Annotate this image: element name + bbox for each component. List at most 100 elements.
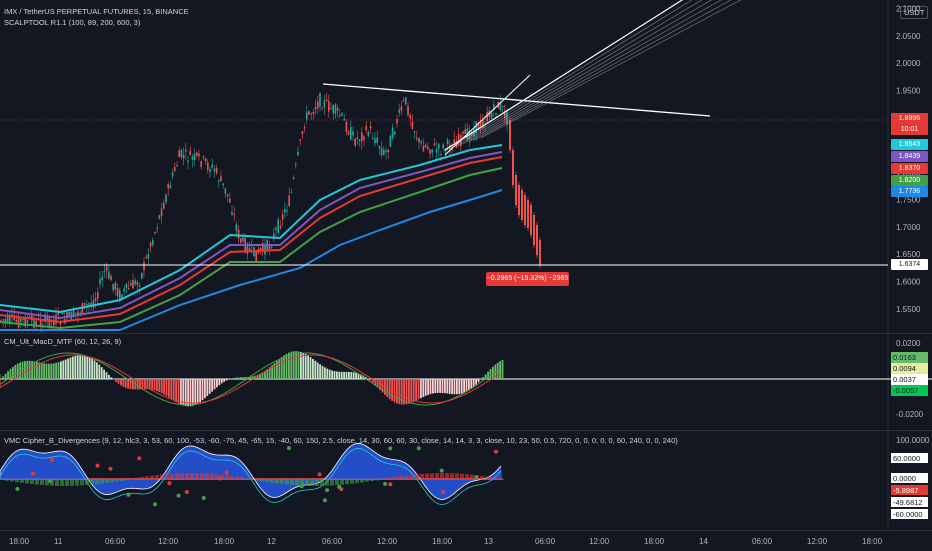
candle-body [240,239,242,243]
candle-body [145,257,147,258]
cipher-mf-bar [340,479,344,485]
macd-histogram-bar [132,379,134,389]
candle-body [154,232,156,233]
macd-histogram-bar [240,377,242,379]
macd-histogram-bar [290,352,292,379]
cipher-dot [137,456,141,460]
price-badge: 1.8370 [891,163,928,174]
macd-histogram-bar [89,357,91,379]
cipher-badge-text: 60.0000 [893,454,920,463]
candle-body [491,113,493,119]
candle-body [295,164,297,165]
macd-histogram-bar [355,373,357,379]
macd-pane[interactable]: 0.02000.0000-0.02000.01630.00940.0037-0.… [0,333,932,429]
macd-histogram-bar [166,379,168,396]
cipher-dot [383,482,387,486]
macd-histogram-bar [53,363,55,379]
cipher-mf-bar [35,479,39,485]
candle-body [365,126,367,130]
cipher-dot [474,475,478,479]
candle-body [299,140,301,141]
macd-histogram-bar [238,377,240,379]
macd-histogram-bar [288,353,290,379]
time-axis-label: 18:00 [862,537,883,546]
cipher-mf-bar [325,479,329,486]
cipher-mf-bar [280,479,284,484]
cipher-mf-bar [490,477,494,480]
candle-body [390,136,392,147]
cipher-dot [287,446,291,450]
channel-line [469,0,730,142]
candle-body [405,97,407,104]
time-axis-label: 12:00 [589,537,610,546]
cipher-mf-bar [470,475,474,480]
price-badge: 1.8543 [891,139,928,150]
macd-histogram-bar [242,377,244,379]
candle-body [277,220,279,233]
cipher-mf-bar [385,478,389,480]
candle-body [332,105,334,113]
macd-histogram-bar [422,379,424,397]
candle-body [321,108,323,109]
cipher-dot [108,467,112,471]
macd-histogram-bar [204,379,206,398]
candle-body [509,120,511,150]
candle-body [376,138,378,143]
price-pane[interactable]: 2.10002.05002.00001.95001.90001.85001.80… [0,0,932,332]
macd-histogram-bar [120,379,122,385]
price-chart[interactable]: 2.10002.05002.00001.95001.90001.85001.80… [0,0,932,332]
cipher-dot [441,490,445,494]
macd-histogram-bar [233,378,235,379]
macd-badge: 0.0094 [891,363,928,374]
macd-histogram-bar [187,379,189,406]
cipher-dot [325,488,329,492]
candle-body [163,203,165,209]
macd-histogram-bar [350,372,352,379]
time-axis-label: 11 [54,537,63,546]
cipher-mf-bar [140,477,144,480]
cipher-mf-bar [20,479,24,483]
macd-histogram-bar [434,379,436,393]
macd-histogram-bar [2,376,4,379]
cipher-badge-text: -49.6812 [893,498,923,507]
candle-body [205,158,207,161]
candle-body [172,172,174,176]
cipher-mf-bar [450,473,454,480]
macd-histogram-bar [101,367,103,379]
cipher-mf-bar [425,473,429,480]
parallel-channel[interactable] [445,0,750,155]
macd-histogram-bar [454,379,456,394]
candle-body [330,108,332,109]
cipher-mf-bar [55,479,59,486]
candle-body [533,215,535,245]
candle-body [115,283,117,290]
macd-histogram-bar [317,363,319,379]
candle-body [196,152,198,155]
macd-histogram-bar [283,355,285,379]
macd-histogram-bar [170,379,172,399]
macd-histogram-bar [178,379,180,404]
candle-body [302,131,304,134]
cipher-badge-text: 0.0000 [893,474,916,483]
cipher-dot [317,472,321,476]
cipher-mf-bar [160,474,164,480]
candle-body [438,144,440,149]
macd-title[interactable]: CM_Ult_MacD_MTF (60, 12, 26, 9) [4,337,121,346]
cipher-dot [15,487,19,491]
macd-histogram-bar [50,364,52,379]
candle-body [156,228,158,229]
macd-chart[interactable]: 0.02000.0000-0.02000.01630.00940.0037-0.… [0,334,932,429]
candle-body [101,277,103,281]
macd-histogram-bar [221,379,223,383]
cipher-mf-bar [235,477,239,480]
cipher-chart[interactable]: 100.000060.00000.0000-5.8987-49.6812-60.… [0,431,932,531]
cipher-mf-bar [410,475,414,480]
cipher-mf-bar [30,479,34,484]
resistance-trendline[interactable] [323,84,710,116]
cipher-title[interactable]: VMC Cipher_B_Divergences (9, 12, hlc3, 3… [4,436,678,445]
macd-histogram-bar [466,379,468,392]
cipher-mf-bar [210,474,214,480]
cipher-dot [31,472,35,476]
